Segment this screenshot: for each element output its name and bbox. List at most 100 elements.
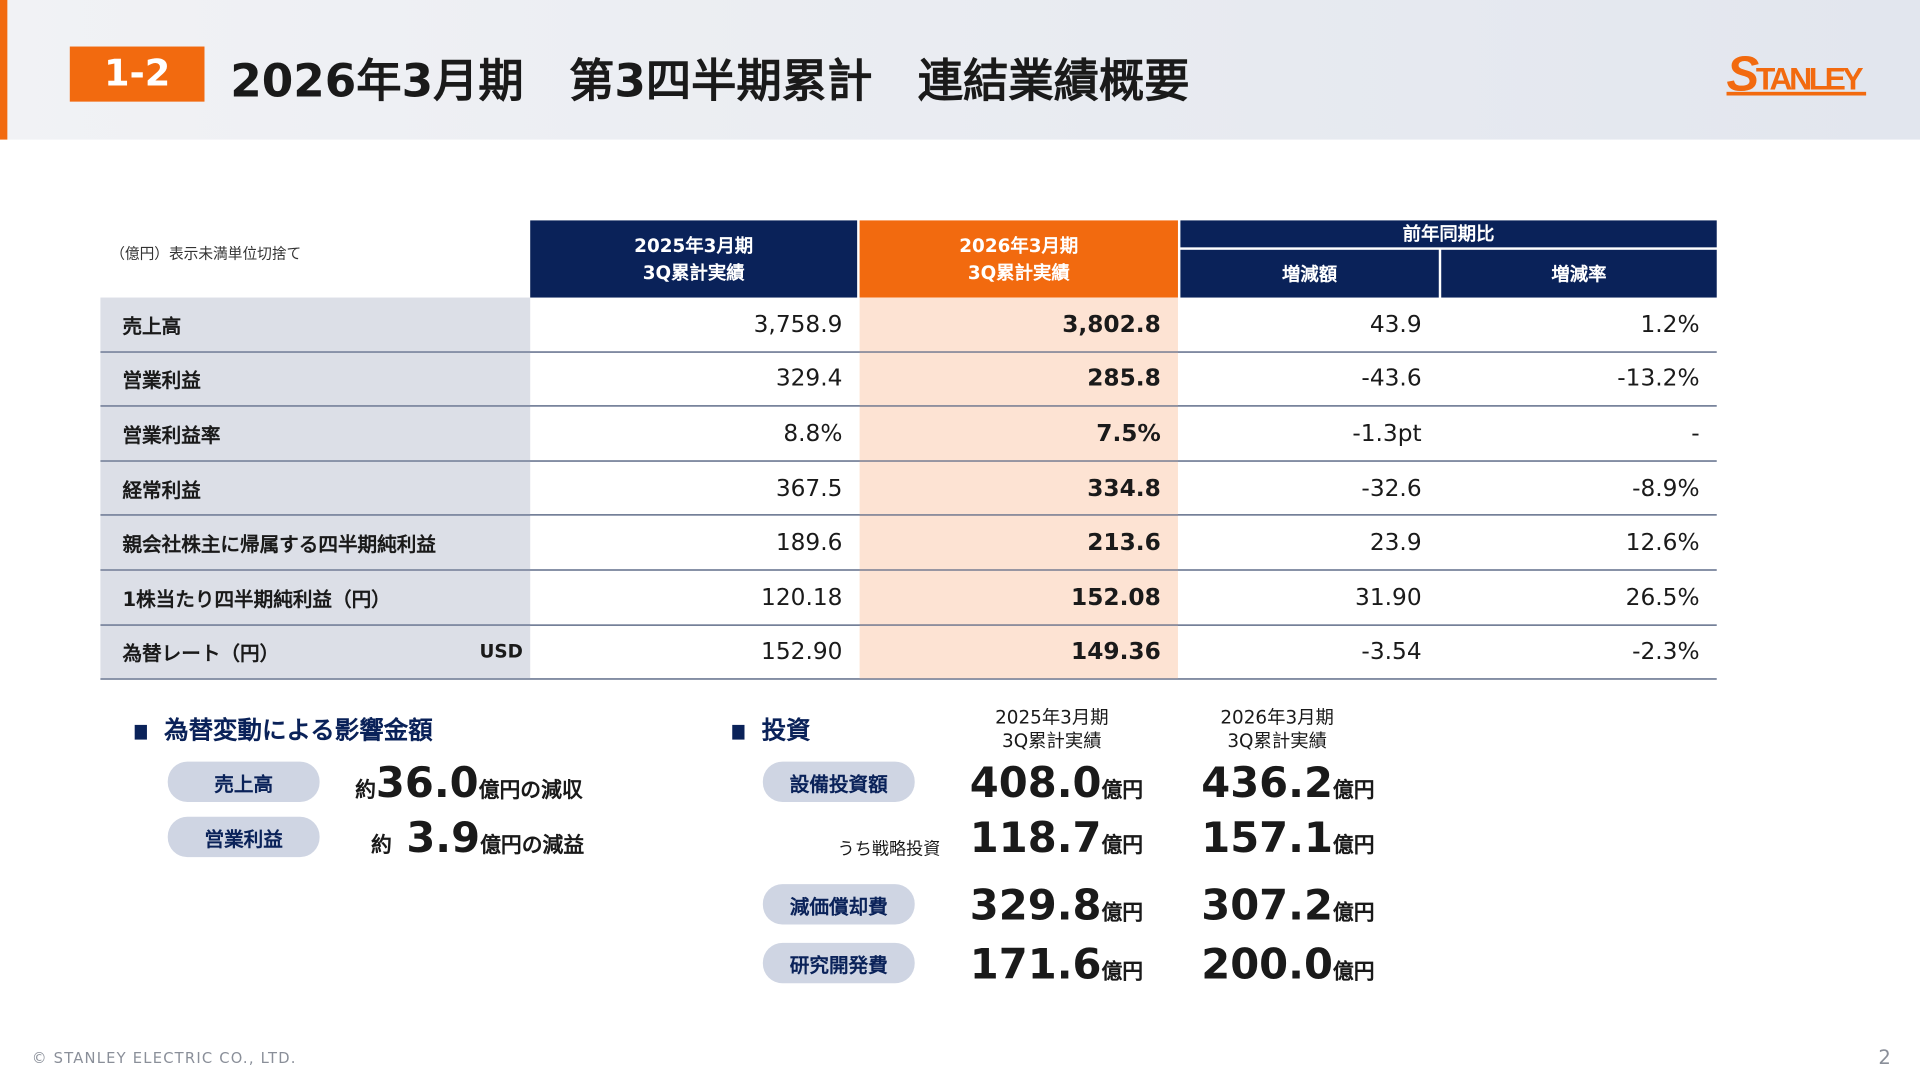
table-row: 営業利益 329.4 285.8 -43.6 -13.2% <box>100 352 1717 407</box>
cell-prev: 8.8% <box>783 419 843 447</box>
row-label-text: 親会社株主に帰属する四半期純利益 <box>122 532 436 557</box>
cell-curr: 152.08 <box>859 570 1178 624</box>
cell-diff: -43.6 <box>1361 365 1422 393</box>
invest-unit: 億円 <box>1101 960 1144 985</box>
header-band <box>0 0 1920 140</box>
cell-rate: 26.5% <box>1625 583 1700 611</box>
row-label-text: 売上高 <box>122 314 182 338</box>
invest-col-prev-line2: 3Q累計実績 <box>1002 729 1102 752</box>
row-label: 為替レート（円） USD <box>100 625 531 679</box>
invest-label: 設備投資額 <box>762 761 915 803</box>
row-label-text: 営業利益 <box>122 369 201 393</box>
invest-curr-number: 157.1 <box>1201 814 1333 864</box>
col-header-yoy: 前年同期比 <box>1180 220 1717 248</box>
table-row: 経常利益 367.5 334.8 -32.6 -8.9% <box>100 461 1717 516</box>
cell-prev: 120.18 <box>761 583 843 611</box>
fx-label-sales: 売上高 <box>167 761 320 803</box>
svg-text:S: S <box>1727 48 1760 98</box>
invest-curr: 200.0億円 <box>1201 940 1374 989</box>
invest-prev: 171.6億円 <box>970 940 1143 989</box>
invest-prev-number: 329.8 <box>969 881 1102 931</box>
row-label-text: 営業利益率 <box>122 423 221 447</box>
page-number: 2 <box>1878 1045 1891 1069</box>
section-badge: 1-2 <box>69 46 205 102</box>
invest-prev-number: 171.6 <box>969 940 1102 990</box>
cell-diff: -1.3pt <box>1352 419 1422 447</box>
invest-col-curr-line1: 2026年3月期 <box>1220 706 1334 729</box>
cell-rate: 1.2% <box>1640 310 1700 338</box>
fx-prefix: 約 <box>355 778 376 804</box>
invest-col-curr-line2: 3Q累計実績 <box>1227 729 1327 752</box>
table-row: 親会社株主に帰属する四半期純利益 189.6 213.6 23.9 12.6% <box>100 515 1717 571</box>
table-row: 営業利益率 8.8% 7.5% -1.3pt - <box>100 406 1717 462</box>
copyright: © STANLEY ELECTRIC CO., LTD. <box>31 1049 297 1067</box>
table-row: 売上高 3,758.9 3,802.8 43.9 1.2% <box>100 297 1717 353</box>
cell-diff: -32.6 <box>1361 474 1422 502</box>
table-row: 1株当たり四半期純利益（円） 120.18 152.08 31.90 26.5% <box>100 570 1717 626</box>
cell-rate: - <box>1691 419 1700 447</box>
invest-curr: 307.2億円 <box>1201 882 1374 931</box>
invest-title-text: 投資 <box>761 715 811 745</box>
invest-unit: 億円 <box>1101 901 1144 926</box>
svg-text:TANLEY: TANLEY <box>1756 60 1864 96</box>
cell-rate: 12.6% <box>1625 529 1700 557</box>
page-title: 2026年3月期 第3四半期累計 連結業績概要 <box>230 55 1190 108</box>
row-label-text: 為替レート（円） <box>122 642 280 666</box>
cell-curr: 334.8 <box>859 461 1178 515</box>
cell-rate: -8.9% <box>1632 474 1700 502</box>
cell-prev: 189.6 <box>775 529 843 557</box>
invest-prev: 408.0億円 <box>970 759 1143 808</box>
cell-curr: 3,802.8 <box>859 297 1178 351</box>
fx-title-text: 為替変動による影響金額 <box>164 715 433 745</box>
col-header-prev-line2: 3Q累計実績 <box>642 261 745 284</box>
stanley-logo: S TANLEY <box>1726 48 1867 98</box>
row-label-text: 経常利益 <box>122 478 201 502</box>
invest-prev-number: 408.0 <box>969 759 1102 809</box>
col-header-curr-line2: 3Q累計実績 <box>967 261 1070 284</box>
cell-curr: 7.5% <box>859 406 1178 461</box>
invest-prev: 329.8億円 <box>970 882 1143 931</box>
unit-note: （億円）表示未満単位切捨て <box>110 244 302 263</box>
col-header-prev-line1: 2025年3月期 <box>634 234 754 257</box>
invest-curr-number: 200.0 <box>1201 940 1333 990</box>
bullet-square-icon <box>732 724 745 739</box>
col-header-rate: 増減率 <box>1441 249 1717 298</box>
fx-unit: 億円の減益 <box>480 833 585 859</box>
fx-unit: 億円の減収 <box>478 778 583 804</box>
col-header-prev: 2025年3月期 3Q累計実績 <box>530 220 858 298</box>
cell-diff: -3.54 <box>1361 638 1422 666</box>
cell-rate: -2.3% <box>1632 638 1700 666</box>
invest-unit: 億円 <box>1101 778 1144 804</box>
cell-curr: 285.8 <box>859 352 1178 406</box>
row-label: 営業利益率 <box>100 406 531 461</box>
invest-curr-number: 436.2 <box>1201 759 1333 809</box>
cell-curr: 149.36 <box>859 625 1178 679</box>
bullet-square-icon <box>134 724 147 739</box>
invest-curr-number: 307.2 <box>1201 881 1333 931</box>
row-label: 経常利益 <box>100 461 531 515</box>
invest-prev: 118.7億円 <box>970 814 1143 863</box>
fx-prefix: 約 <box>371 833 392 859</box>
invest-prev-number: 118.7 <box>969 814 1102 864</box>
row-label: 1株当たり四半期純利益（円） <box>100 570 531 624</box>
invest-unit: 億円 <box>1101 833 1144 859</box>
fx-value-op: 約 3.9億円の減益 <box>371 814 584 863</box>
cell-curr: 213.6 <box>859 515 1178 570</box>
cell-diff: 23.9 <box>1369 529 1422 557</box>
cell-prev: 3,758.9 <box>753 310 843 338</box>
invest-col-prev-line1: 2025年3月期 <box>995 706 1109 729</box>
row-label-text: 1株当たり四半期純利益（円） <box>122 587 391 611</box>
fx-number: 36.0 <box>375 759 479 809</box>
invest-curr: 157.1億円 <box>1201 814 1374 863</box>
invest-curr: 436.2億円 <box>1201 759 1374 808</box>
cell-diff: 43.9 <box>1369 310 1422 338</box>
cell-prev: 367.5 <box>775 474 843 502</box>
cell-diff: 31.90 <box>1355 583 1422 611</box>
fx-section-title: 為替変動による影響金額 <box>134 710 433 746</box>
invest-unit: 億円 <box>1332 778 1375 804</box>
cell-prev: 152.90 <box>761 638 843 666</box>
invest-col-prev: 2025年3月期 3Q累計実績 <box>966 707 1137 754</box>
invest-label: 減価償却費 <box>762 884 915 925</box>
invest-label: うち戦略投資 <box>837 840 941 860</box>
invest-unit: 億円 <box>1332 833 1375 859</box>
